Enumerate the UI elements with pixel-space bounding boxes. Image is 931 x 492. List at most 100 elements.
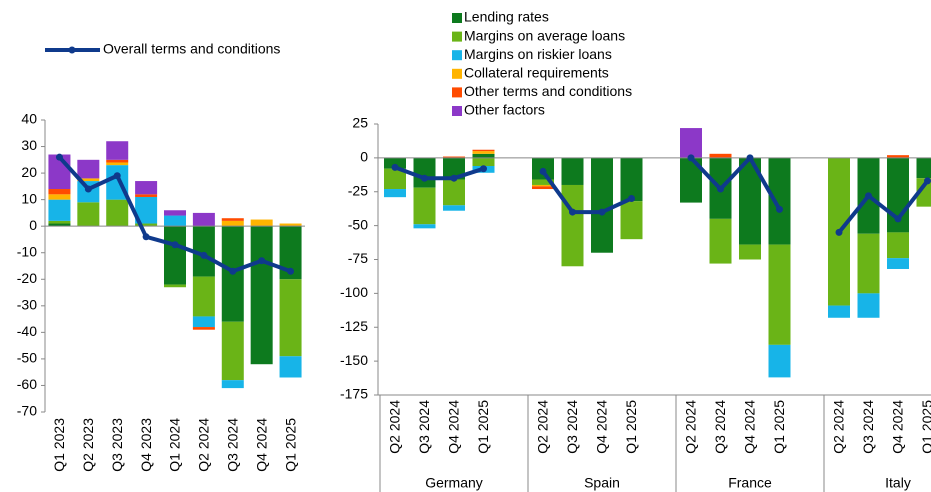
y-tick-label: -150 — [340, 352, 368, 368]
bar-segment — [916, 157, 931, 179]
y-tick-label: 30 — [21, 137, 37, 153]
y-tick-label: -30 — [17, 297, 37, 313]
x-tick-label: Q3 2024 — [416, 400, 432, 454]
legend-swatch — [452, 87, 462, 98]
line-marker — [598, 208, 606, 216]
y-tick-label: -125 — [340, 318, 368, 334]
y-tick-label: -75 — [348, 250, 368, 266]
y-tick-label: 0 — [360, 149, 368, 165]
line-marker — [287, 267, 295, 275]
line — [689, 155, 782, 211]
line-marker — [171, 241, 179, 249]
legend-label: Other factors — [464, 102, 545, 118]
group-label: France — [728, 475, 772, 491]
group-label: Germany — [425, 475, 483, 491]
bar-segment — [916, 178, 931, 207]
x-tick-label: Q4 2023 — [138, 418, 154, 472]
bar-segment — [768, 344, 791, 378]
bar-segment — [192, 276, 215, 317]
legend-swatch — [452, 31, 462, 42]
bar-segment — [135, 194, 158, 197]
bar-segment — [887, 232, 909, 259]
legend-swatch — [452, 106, 462, 116]
bar-segment — [279, 279, 302, 357]
bar-segment — [680, 157, 702, 203]
line-marker — [421, 174, 428, 182]
bar-segment — [221, 220, 244, 227]
x-tick-label: Q3 2024 — [860, 400, 876, 454]
bar-segment — [887, 155, 909, 158]
y-tick-label: -60 — [17, 376, 37, 392]
bar-segment — [413, 157, 436, 188]
bar-segment — [443, 179, 465, 206]
bar-segment — [77, 202, 100, 227]
line — [541, 170, 633, 215]
line-marker — [835, 228, 843, 236]
bar-segment — [135, 223, 158, 227]
bar-segment — [192, 316, 215, 328]
bar-segment — [828, 305, 850, 318]
bar-segment — [106, 199, 129, 227]
y-tick-label: -25 — [348, 182, 368, 198]
line-marker — [776, 205, 783, 213]
bar-segment — [279, 356, 302, 378]
line-marker — [450, 174, 458, 182]
bar-segment — [857, 293, 880, 318]
bar-segment — [77, 159, 100, 179]
bar-segment — [768, 244, 791, 345]
bar-segment — [164, 226, 186, 285]
group-label: Spain — [584, 475, 620, 491]
legend-label: Margins on riskier loans — [464, 46, 612, 62]
bar-segment — [221, 321, 244, 381]
legend-label: Lending rates — [464, 9, 549, 25]
y-tick-label: -40 — [17, 323, 37, 339]
bar-segment — [77, 178, 100, 182]
x-tick-label: Q2 2023 — [80, 418, 96, 472]
bar-segment — [221, 380, 244, 389]
legend-label: Overall terms and conditions — [103, 41, 280, 57]
bar-segment — [472, 149, 495, 152]
bar-segment — [680, 128, 702, 158]
y-tick-label: -50 — [17, 350, 37, 366]
y-tick-label: 0 — [29, 217, 37, 233]
bar-segment — [106, 162, 129, 166]
x-tick-label: Q2 2024 — [683, 400, 699, 454]
bar-segment — [620, 157, 643, 202]
y-tick-label: -70 — [17, 403, 37, 419]
x-tick-label: Q3 2024 — [712, 400, 728, 454]
line-marker — [480, 165, 487, 173]
x-tick-label: Q1 2025 — [282, 418, 298, 472]
legend-swatch — [452, 68, 462, 79]
legend-label: Collateral requirements — [464, 65, 609, 81]
x-tick-label: Q2 2024 — [831, 400, 847, 454]
x-tick-label: Q1 2025 — [623, 400, 639, 454]
group-label: Italy — [885, 475, 911, 491]
bar-segment — [768, 157, 791, 245]
bar-segment — [887, 258, 909, 269]
x-tick-label: Q4 2024 — [742, 400, 758, 454]
line-marker — [142, 233, 150, 241]
x-tick-label: Q4 2024 — [890, 400, 906, 454]
line-marker — [539, 167, 547, 175]
x-tick-label: Q2 2024 — [387, 400, 403, 454]
bar-segment — [384, 189, 406, 198]
x-tick-label: Q1 2024 — [167, 418, 183, 472]
line-marker — [865, 192, 872, 200]
line — [394, 165, 485, 181]
bar-segment — [48, 199, 71, 221]
bar-segment — [106, 141, 129, 160]
x-tick-label: Q1 2023 — [51, 418, 67, 472]
line-marker — [84, 185, 92, 193]
bar-segment — [532, 179, 554, 185]
legend-label: Margins on average loans — [464, 27, 625, 43]
line-marker — [628, 195, 635, 203]
bar-segment — [250, 219, 273, 227]
bar-segment — [413, 224, 436, 229]
x-tick-label: Q1 2025 — [919, 400, 931, 454]
line-marker — [924, 177, 931, 185]
line — [837, 179, 930, 234]
y-tick-label: -100 — [340, 284, 368, 300]
legend-swatch — [452, 13, 462, 23]
bar-segment — [279, 223, 302, 227]
